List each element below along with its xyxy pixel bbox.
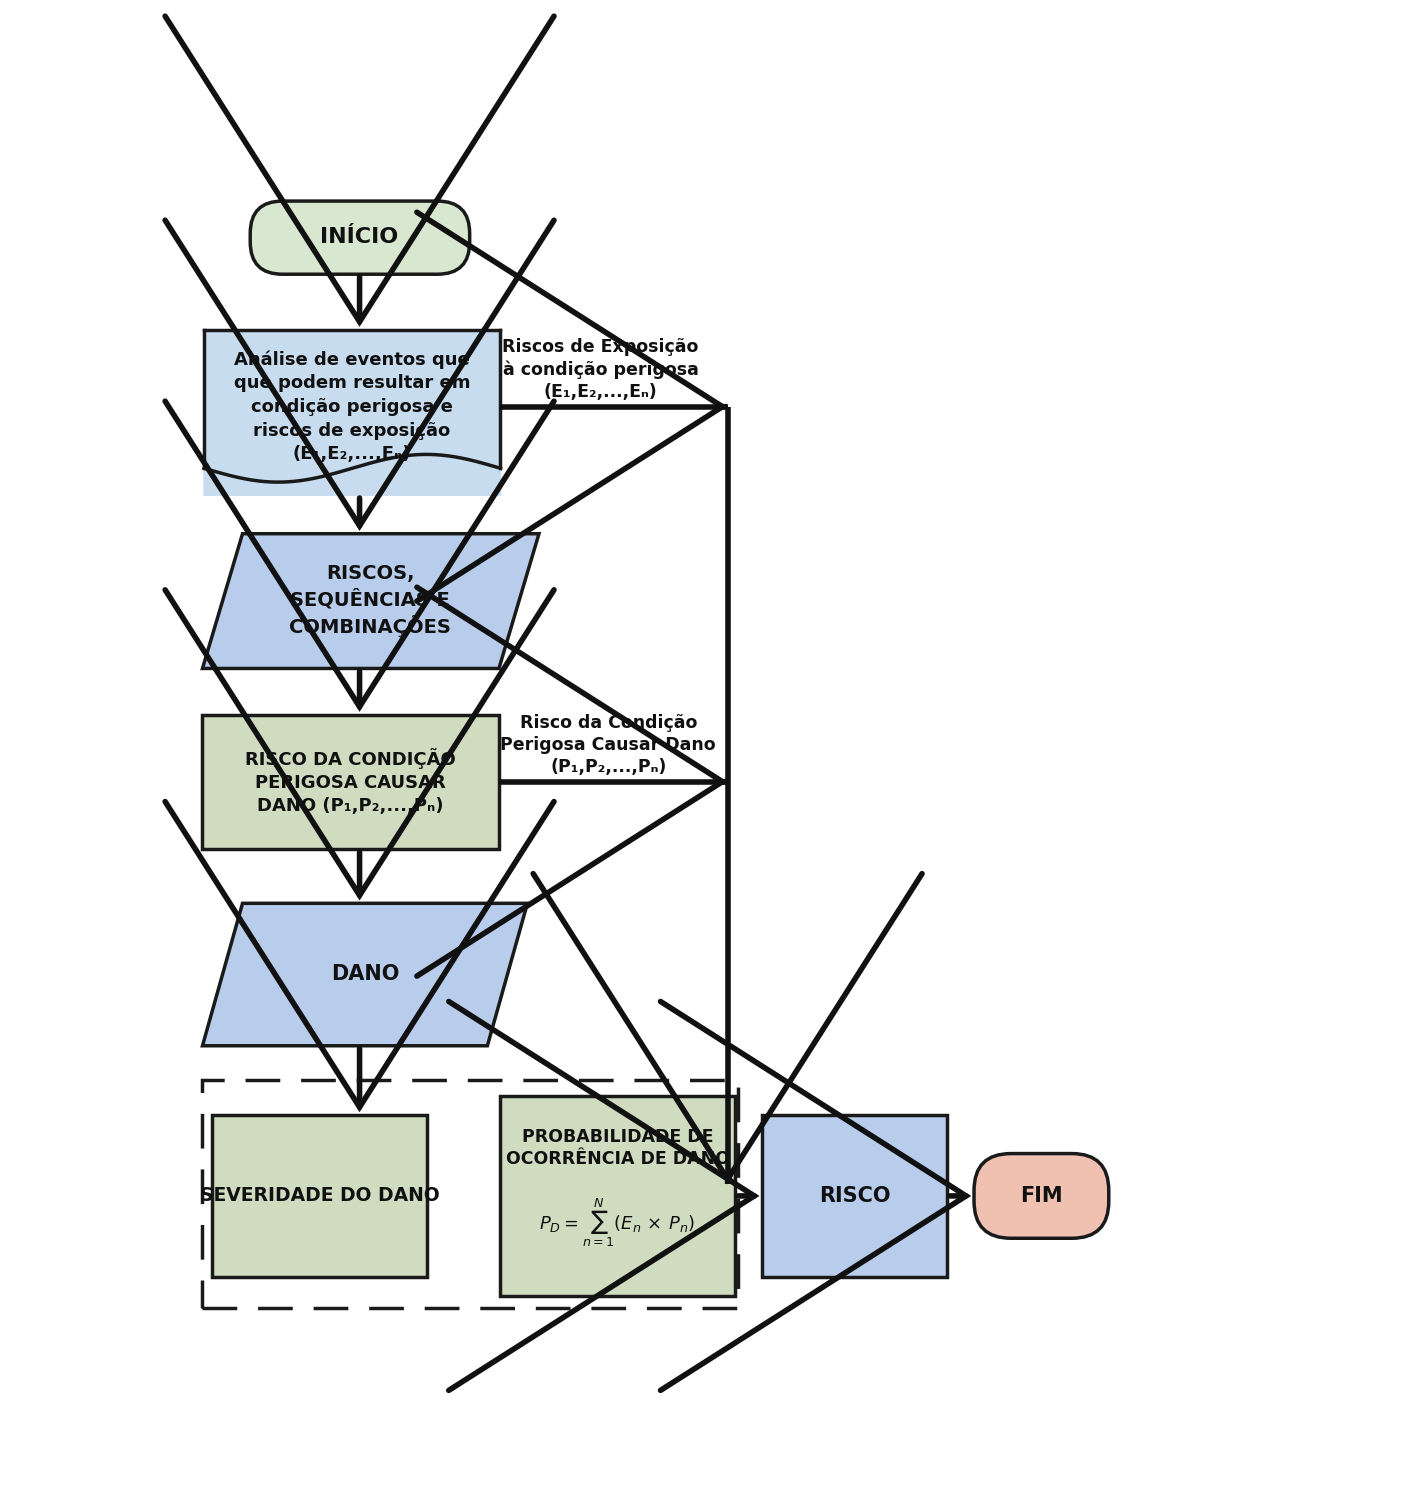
Text: RISCO: RISCO xyxy=(819,1186,891,1206)
Text: SEVERIDADE DO DANO: SEVERIDADE DO DANO xyxy=(200,1186,440,1206)
Polygon shape xyxy=(203,904,528,1046)
Polygon shape xyxy=(204,329,501,482)
Bar xyxy=(204,329,501,468)
Text: Riscos de Exposição
à condição perigosa
(E₁,E₂,...,Eₙ): Riscos de Exposição à condição perigosa … xyxy=(502,338,698,401)
Polygon shape xyxy=(203,534,539,669)
Text: PROBABILIDADE DE
OCORRÊNCIA DE DANO: PROBABILIDADE DE OCORRÊNCIA DE DANO xyxy=(505,1128,729,1168)
Bar xyxy=(203,1080,738,1308)
Text: $P_D = \sum_{n=1}^{N} (E_n\,\times\, P_n)$: $P_D = \sum_{n=1}^{N} (E_n\,\times\, P_n… xyxy=(539,1197,695,1249)
Bar xyxy=(203,715,499,850)
FancyBboxPatch shape xyxy=(973,1153,1108,1239)
Text: INÍCIO: INÍCIO xyxy=(321,227,399,247)
Text: DANO: DANO xyxy=(331,963,399,984)
Text: Risco da Condição
Perigosa Causar Dano
(P₁,P₂,...,Pₙ): Risco da Condição Perigosa Causar Dano (… xyxy=(501,714,717,776)
Bar xyxy=(762,1115,946,1276)
Text: RISCO DA CONDIÇÃO
PERIGOSA CAUSAR
DANO (P₁,P₂,...,Pₙ): RISCO DA CONDIÇÃO PERIGOSA CAUSAR DANO (… xyxy=(245,748,455,815)
Text: RISCOS,
SEQUÊNCIAS E
COMBINAÇÕES: RISCOS, SEQUÊNCIAS E COMBINAÇÕES xyxy=(289,564,451,637)
Polygon shape xyxy=(204,455,501,495)
Text: FIM: FIM xyxy=(1020,1186,1063,1206)
Text: Análise de eventos que
que podem resultar em
condição perigosa e
riscos de expos: Análise de eventos que que podem resulta… xyxy=(234,350,470,464)
FancyBboxPatch shape xyxy=(250,200,470,274)
Bar xyxy=(211,1115,427,1276)
Bar xyxy=(501,1095,735,1296)
